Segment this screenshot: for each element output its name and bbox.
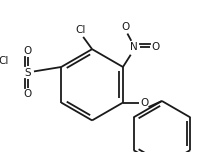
Text: Cl: Cl — [76, 25, 86, 35]
Text: O: O — [24, 89, 32, 99]
Text: O: O — [121, 22, 129, 32]
Text: O: O — [151, 42, 159, 52]
Text: O: O — [140, 98, 148, 108]
Text: Cl: Cl — [0, 56, 9, 66]
Text: O: O — [24, 46, 32, 56]
Text: S: S — [24, 68, 31, 78]
Text: N: N — [130, 42, 138, 52]
